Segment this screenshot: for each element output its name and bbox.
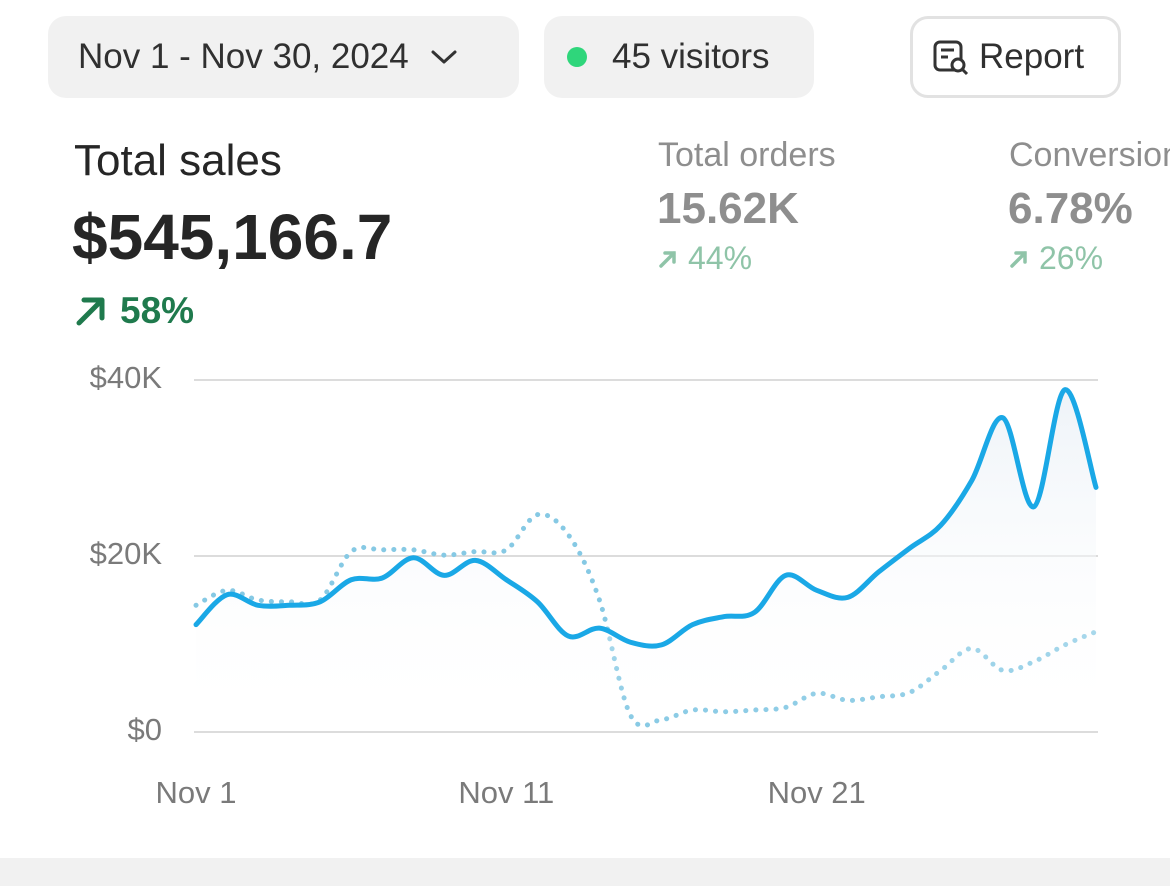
y-tick-label: $0 xyxy=(128,712,162,747)
metric-label: Conversion xyxy=(1009,136,1170,174)
live-dot xyxy=(567,47,587,67)
metric-label: Total sales xyxy=(74,136,282,185)
y-tick-label: $20K xyxy=(90,536,163,571)
date-range: Nov 1 - Nov 30, 2024 xyxy=(78,37,409,76)
metric-change-row: 58% xyxy=(74,290,194,332)
sales-line xyxy=(193,387,1099,649)
report-icon xyxy=(933,40,969,76)
report-button[interactable]: Report xyxy=(910,16,1121,98)
metric-change-row: 44% xyxy=(658,240,752,277)
x-tick-label: Nov 21 xyxy=(768,775,866,810)
metric-label: Total orders xyxy=(658,136,836,174)
metric-change: 58% xyxy=(120,290,195,331)
y-tick-label: $40K xyxy=(90,360,163,395)
metric-change: 44% xyxy=(688,240,753,276)
x-tick-label: Nov 11 xyxy=(458,775,554,810)
visitors-pill[interactable]: 45 visitors xyxy=(544,16,814,98)
metric-value: 15.62K xyxy=(657,184,799,233)
visitors: 45 visitors xyxy=(612,37,770,76)
metric-value: 6.78% xyxy=(1008,184,1133,233)
up-arrow xyxy=(1010,250,1027,268)
area-fill xyxy=(196,389,1096,732)
footer-bar xyxy=(0,858,1170,886)
metric-change-row: 26% xyxy=(1009,240,1103,277)
up-arrow xyxy=(76,297,105,326)
report-label: Report xyxy=(979,37,1085,76)
metric-change: 26% xyxy=(1039,240,1104,276)
x-tick-label: Nov 1 xyxy=(156,775,237,810)
sales-chart: $0 $20K $40K Nov 1 Nov 11 Nov 21 xyxy=(90,360,1099,810)
up-arrow xyxy=(659,250,676,268)
metric-value: $545,166.7 xyxy=(72,201,393,273)
chevron-icon xyxy=(431,50,457,64)
date-range-button[interactable]: Nov 1 - Nov 30, 2024 xyxy=(48,16,519,98)
